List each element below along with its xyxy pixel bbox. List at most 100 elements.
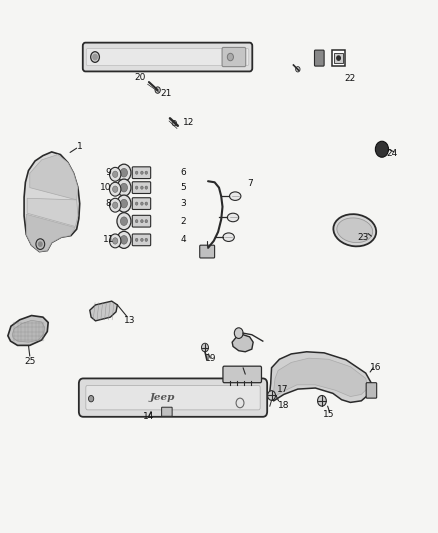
Circle shape [117, 213, 131, 230]
Text: 25: 25 [24, 357, 35, 366]
Polygon shape [90, 301, 117, 321]
FancyBboxPatch shape [366, 383, 377, 398]
Polygon shape [27, 198, 78, 227]
FancyBboxPatch shape [83, 43, 252, 71]
Circle shape [141, 220, 143, 223]
Circle shape [117, 164, 131, 181]
Circle shape [145, 238, 148, 241]
Circle shape [120, 183, 127, 192]
Circle shape [117, 231, 131, 248]
Circle shape [135, 186, 138, 189]
Circle shape [93, 54, 97, 60]
Circle shape [88, 395, 94, 402]
Circle shape [36, 239, 45, 249]
Circle shape [145, 171, 148, 174]
Polygon shape [24, 152, 80, 252]
Polygon shape [274, 358, 368, 397]
Text: 18: 18 [278, 401, 290, 409]
Text: Jeep: Jeep [149, 393, 175, 402]
Text: 13: 13 [124, 317, 135, 325]
Text: 9: 9 [106, 168, 112, 177]
Text: 20: 20 [134, 73, 146, 82]
FancyBboxPatch shape [86, 385, 260, 410]
Circle shape [120, 168, 127, 177]
Text: 15: 15 [323, 410, 334, 419]
Circle shape [39, 242, 42, 246]
Text: 16: 16 [370, 364, 381, 372]
Polygon shape [12, 320, 45, 342]
Circle shape [120, 236, 127, 244]
FancyBboxPatch shape [222, 47, 246, 67]
Circle shape [155, 87, 160, 93]
Circle shape [110, 167, 121, 181]
Ellipse shape [227, 213, 239, 222]
Circle shape [91, 52, 99, 62]
Circle shape [268, 391, 276, 400]
Polygon shape [26, 214, 75, 252]
Circle shape [120, 217, 127, 225]
Text: 8: 8 [106, 199, 112, 208]
Circle shape [201, 343, 208, 352]
FancyBboxPatch shape [132, 182, 151, 193]
Polygon shape [232, 335, 253, 352]
Text: 10: 10 [100, 183, 112, 192]
Text: 1: 1 [77, 142, 83, 151]
Circle shape [135, 220, 138, 223]
Circle shape [135, 171, 138, 174]
Circle shape [296, 67, 300, 72]
FancyBboxPatch shape [200, 245, 215, 258]
Circle shape [135, 202, 138, 205]
FancyBboxPatch shape [132, 198, 151, 209]
Circle shape [318, 395, 326, 406]
FancyBboxPatch shape [86, 49, 249, 66]
Circle shape [110, 234, 121, 248]
Text: 23: 23 [358, 233, 369, 241]
Circle shape [234, 328, 243, 338]
Circle shape [135, 238, 138, 241]
Circle shape [141, 171, 143, 174]
Bar [334, 53, 343, 63]
Circle shape [117, 195, 131, 212]
Text: 3: 3 [180, 199, 186, 208]
Ellipse shape [230, 192, 241, 200]
Circle shape [145, 202, 148, 205]
Text: 24: 24 [386, 149, 398, 158]
Circle shape [337, 56, 340, 60]
Text: 6: 6 [180, 168, 186, 177]
Polygon shape [30, 155, 78, 200]
Circle shape [110, 198, 121, 212]
Polygon shape [269, 352, 372, 402]
Circle shape [227, 53, 233, 61]
Circle shape [117, 179, 131, 196]
FancyBboxPatch shape [132, 167, 151, 179]
Circle shape [145, 220, 148, 223]
Text: 5: 5 [180, 183, 186, 192]
Text: 12: 12 [183, 118, 194, 127]
Circle shape [120, 199, 127, 208]
Circle shape [113, 202, 118, 208]
FancyBboxPatch shape [132, 215, 151, 227]
Text: 7: 7 [247, 180, 253, 188]
Text: 19: 19 [205, 354, 216, 362]
Text: 14: 14 [143, 413, 155, 421]
Text: 4: 4 [180, 236, 186, 244]
Text: 21: 21 [160, 90, 171, 98]
Circle shape [141, 202, 143, 205]
FancyBboxPatch shape [223, 366, 261, 383]
Circle shape [375, 141, 389, 157]
Text: 2: 2 [180, 217, 186, 225]
Text: 17: 17 [277, 385, 288, 393]
Circle shape [141, 186, 143, 189]
Polygon shape [8, 316, 48, 345]
Ellipse shape [333, 214, 376, 246]
Circle shape [113, 186, 118, 192]
Text: 11: 11 [103, 235, 114, 244]
Ellipse shape [223, 233, 234, 241]
Circle shape [145, 186, 148, 189]
Ellipse shape [337, 218, 373, 243]
Circle shape [113, 171, 118, 177]
FancyBboxPatch shape [314, 50, 324, 66]
Circle shape [113, 238, 118, 244]
Circle shape [110, 182, 121, 196]
Circle shape [172, 120, 177, 126]
